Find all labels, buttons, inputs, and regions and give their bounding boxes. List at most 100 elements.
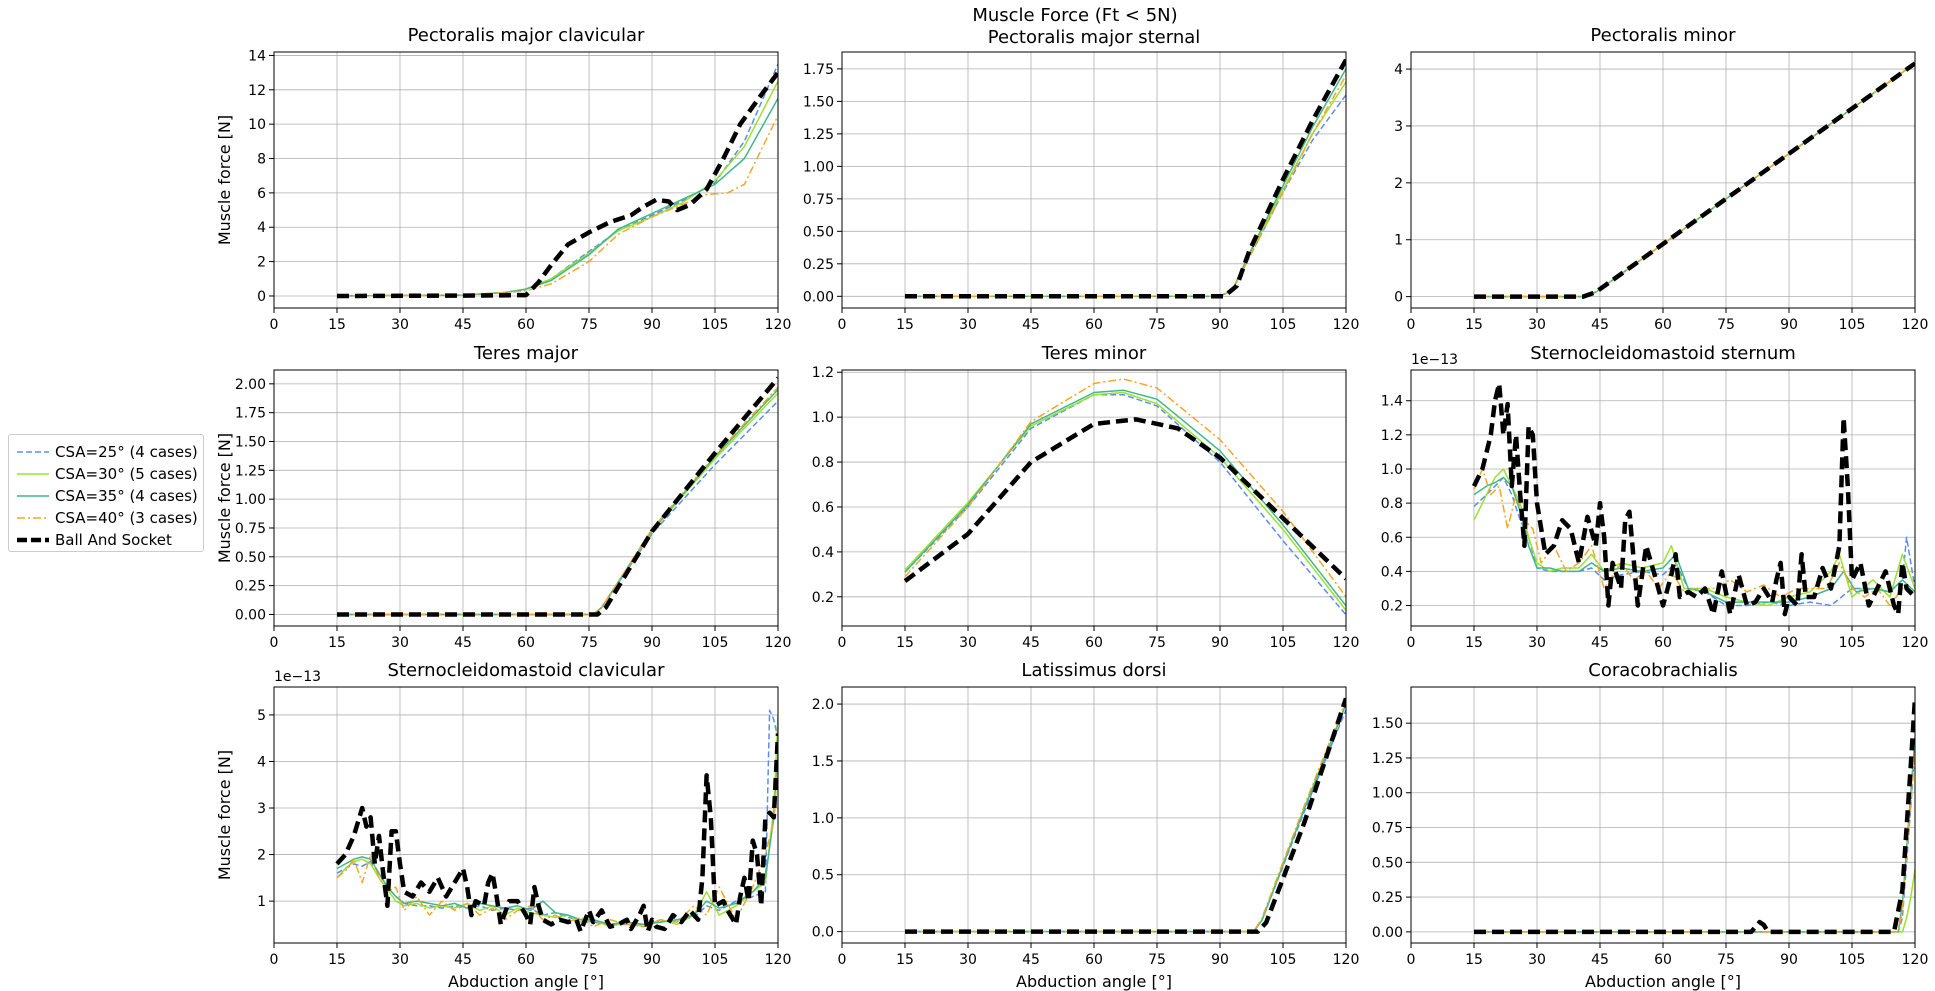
series-line-csa40 <box>1474 750 1915 933</box>
x-tick-label: 75 <box>1717 317 1735 333</box>
subplot-7: 0 15 30 45 60 75 90 105 12012345Sternocleidomast… <box>215 660 791 991</box>
x-tick-label: 120 <box>1333 952 1360 968</box>
x-tick-label: 30 <box>959 635 977 651</box>
y-tick-label: 0.6 <box>812 500 834 516</box>
subplot-title: Sternocleidomastoid sternum <box>1530 343 1796 364</box>
x-tick-label: 60 <box>517 635 535 651</box>
legend-label: CSA=25° (4 cases) <box>55 443 198 461</box>
y-tick-label: 1.0 <box>1381 462 1403 478</box>
subplot-2: 0 15 30 45 60 75 90 105 120 0.00 0.25 0.50 0.75 1.00 1… <box>803 27 1360 333</box>
series-line-ball <box>905 697 1346 934</box>
legend-entry: Ball And Socket <box>9 529 203 551</box>
x-tick-label: 120 <box>1902 952 1929 968</box>
figure-suptitle: Muscle Force (Ft < 5N) <box>972 5 1177 26</box>
x-tick-label: 45 <box>1022 635 1040 651</box>
x-tick-label: 0 <box>1407 317 1416 333</box>
series-line-ball <box>335 733 778 934</box>
y-tick-label: 1.25 <box>235 463 266 479</box>
x-tick-label: 30 <box>1528 952 1546 968</box>
x-tick-label: 90 <box>1780 317 1798 333</box>
y-tick-label: 1.75 <box>803 62 834 78</box>
legend: CSA=25° (4 cases) CSA=30° (5 cases) CSA=35… <box>8 434 204 552</box>
x-tick-label: 90 <box>1780 952 1798 968</box>
y-tick-label: 1 <box>1394 233 1403 249</box>
series-line-csa40 <box>1474 62 1915 298</box>
series-line-csa35 <box>905 68 1346 298</box>
y-tick-label: 1.0 <box>812 410 834 426</box>
x-tick-label: 0 <box>270 952 279 968</box>
y-tick-label: 10 <box>248 117 266 133</box>
y-axis-label: Muscle force [N] <box>215 750 234 880</box>
legend-entry: CSA=40° (3 cases) <box>9 507 203 529</box>
x-tick-label: 75 <box>580 952 598 968</box>
series-line-csa30 <box>1474 869 1915 933</box>
x-tick-label: 120 <box>765 952 792 968</box>
y-tick-label: 1.75 <box>235 406 266 422</box>
y-tick-label: 0.25 <box>1372 890 1403 906</box>
x-tick-label: 30 <box>959 317 977 333</box>
x-tick-label: 45 <box>1591 635 1609 651</box>
legend-label: Ball And Socket <box>55 531 172 549</box>
y-tick-label: 1.00 <box>803 159 834 175</box>
series-line-ball <box>337 376 778 617</box>
series-line-ball <box>905 58 1346 299</box>
y-axis-label: Muscle force [N] <box>215 115 234 245</box>
y-tick-label: 1 <box>257 894 266 910</box>
series-line-csa30 <box>337 392 778 616</box>
y-tick-label: 0.8 <box>812 455 834 471</box>
x-tick-label: 45 <box>1022 952 1040 968</box>
series-line-csa35 <box>337 389 778 616</box>
series-line-csa25 <box>1473 476 1915 607</box>
series-line-csa35 <box>905 703 1346 933</box>
series-line-csa35 <box>1474 737 1915 933</box>
y-tick-label: 1.50 <box>235 434 266 450</box>
y-tick-label: 4 <box>1394 62 1403 78</box>
x-tick-label: 120 <box>1333 635 1360 651</box>
x-tick-label: 0 <box>1407 635 1416 651</box>
x-tick-label: 105 <box>1839 635 1866 651</box>
y-tick-label: 1.4 <box>1381 394 1403 410</box>
subplot-6: 0 15 30 45 60 75 90 105 120 0.2 0.4 0.6 0.8 1.0 1.2 1.4… <box>1381 343 1929 651</box>
x-tick-label: 30 <box>1528 317 1546 333</box>
x-tick-label: 75 <box>580 635 598 651</box>
series-line-csa40 <box>337 386 778 616</box>
x-tick-label: 30 <box>1528 635 1546 651</box>
x-tick-label: 45 <box>1022 317 1040 333</box>
x-axis-label: Abduction angle [°] <box>1016 972 1172 991</box>
x-tick-label: 45 <box>1591 317 1609 333</box>
x-tick-label: 105 <box>1270 635 1297 651</box>
y-tick-label: 2 <box>1394 176 1403 192</box>
y-tick-label: 2.0 <box>812 697 834 713</box>
x-tick-label: 45 <box>1591 952 1609 968</box>
y-tick-label: 2 <box>257 848 266 864</box>
y-tick-label: 1.50 <box>803 94 834 110</box>
legend-swatch <box>17 495 49 497</box>
x-tick-label: 90 <box>643 635 661 651</box>
x-tick-label: 120 <box>1902 317 1929 333</box>
y-tick-label: 1.5 <box>812 754 834 770</box>
series-line-ball <box>1474 61 1915 299</box>
series-line-csa40 <box>336 115 778 297</box>
y-tick-label: 4 <box>257 220 266 236</box>
series-line-ball <box>336 71 778 299</box>
series-line-csa25 <box>905 709 1346 933</box>
subplot-title: Coracobrachialis <box>1588 660 1738 681</box>
x-tick-label: 45 <box>454 635 472 651</box>
x-tick-label: 120 <box>765 635 792 651</box>
legend-swatch <box>17 517 49 519</box>
x-tick-label: 90 <box>643 952 661 968</box>
y-tick-label: 0.2 <box>1381 599 1403 615</box>
x-tick-label: 75 <box>1148 317 1166 333</box>
legend-swatch <box>17 451 49 453</box>
y-tick-label: 1.2 <box>1381 428 1403 444</box>
subplot-4: 0 15 30 45 60 75 90 105 120 0.00 0.25 0.50 0.75 1.00 1… <box>215 343 791 651</box>
x-tick-label: 15 <box>896 952 914 968</box>
subplot-title: Teres major <box>473 343 579 364</box>
x-tick-label: 30 <box>391 635 409 651</box>
x-tick-label: 15 <box>1465 317 1483 333</box>
x-tick-label: 15 <box>1465 952 1483 968</box>
legend-entry: CSA=30° (5 cases) <box>9 463 203 485</box>
y-tick-label: 0.75 <box>235 521 266 537</box>
x-tick-label: 75 <box>1717 952 1735 968</box>
